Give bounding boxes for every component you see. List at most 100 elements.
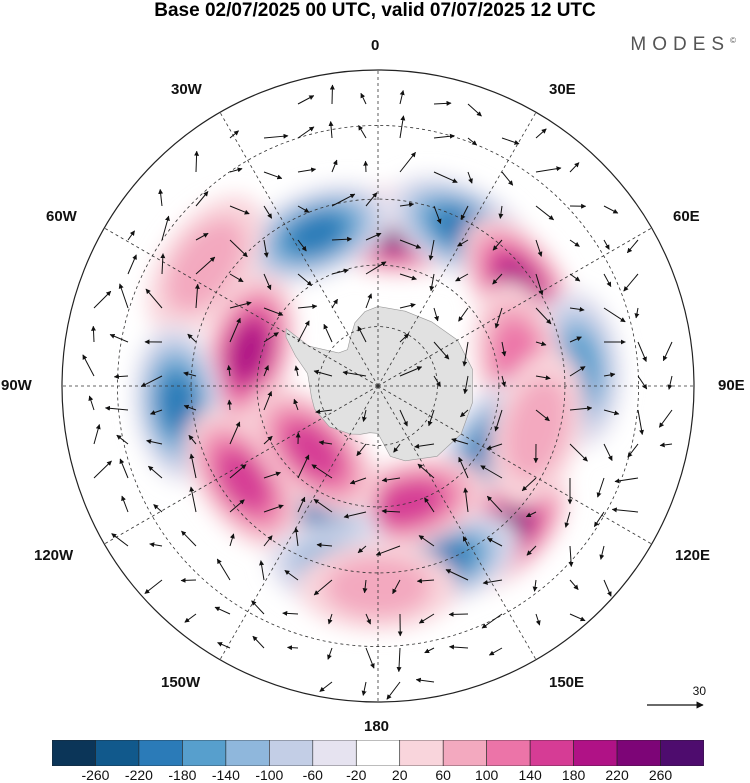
wind-vector-147: [146, 439, 163, 445]
wind-vector-35: [399, 202, 415, 208]
wind-vector-220: [445, 569, 469, 581]
wind-vector-218: [392, 579, 401, 595]
wind-vectors: [82, 84, 673, 700]
wind-vector-86: [494, 307, 503, 329]
wind-vector-207: [487, 537, 503, 547]
colorbar-segment-11: [529, 740, 574, 766]
wind-vector-49: [365, 232, 382, 241]
meridian-120: [377, 385, 652, 545]
wind-vector-161: [627, 443, 639, 458]
wind-vector-241: [365, 647, 375, 669]
label-lon-150w: 150W: [161, 674, 201, 691]
reference-vector-label: 30: [692, 684, 706, 698]
wind-vector-81: [331, 298, 338, 309]
wind-vector-16: [194, 150, 200, 173]
wind-vector-176: [521, 477, 537, 492]
wind-vector-232: [418, 613, 435, 624]
wind-vector-144: [658, 409, 673, 428]
label-lon-30w: 30W: [171, 81, 202, 98]
wind-vector-184: [263, 504, 284, 513]
colorbar-tick-5: -60: [302, 767, 323, 783]
wind-vector-206: [462, 536, 469, 547]
wind-vector-155: [414, 443, 435, 449]
wind-vector-121: [501, 375, 507, 387]
wind-vector-74: [93, 290, 112, 309]
wind-vector-30: [229, 205, 250, 215]
wind-vector-117: [342, 370, 367, 377]
wind-vector-31: [263, 205, 273, 219]
wind-vector-185: [297, 496, 306, 513]
colorbar-segment-1: [95, 740, 140, 766]
wind-vector-89: [603, 307, 626, 323]
wind-vector-156: [451, 438, 469, 445]
wind-vector-195: [611, 507, 639, 513]
wind-vector-248: [386, 681, 401, 700]
wind-vector-190: [463, 487, 469, 513]
wind-vector-126: [667, 375, 673, 390]
wind-vector-73: [623, 273, 639, 292]
wind-vector-44: [195, 232, 209, 241]
wind-vector-72: [603, 273, 612, 288]
label-lon-0: 0: [371, 37, 380, 54]
wind-vector-181: [153, 504, 163, 513]
wind-vector-122: [535, 375, 551, 381]
wind-vector-48: [331, 236, 353, 242]
wind-vector-69: [492, 273, 503, 285]
meridian-60: [377, 227, 652, 387]
wind-vector-242: [396, 647, 402, 673]
wind-vector-127: [88, 395, 95, 411]
wind-vector-129: [150, 409, 163, 415]
wind-vector-180: [121, 495, 129, 513]
wind-vector-131: [227, 399, 233, 411]
colorbar-segment-12: [573, 740, 618, 766]
wind-vector-82: [365, 293, 373, 309]
wind-vector-204: [375, 545, 401, 556]
colorbar-segment-4: [225, 740, 270, 766]
wind-vector-215: [284, 569, 299, 581]
wind-vector-159: [569, 443, 588, 462]
wind-vector-216: [313, 579, 333, 596]
wind-vector-170: [311, 464, 333, 479]
wind-vector-133: [293, 398, 299, 411]
wind-vector-150: [263, 435, 273, 445]
wind-vector-175: [480, 465, 503, 479]
wind-vector-60: [195, 256, 216, 275]
colorbar-tick-9: 100: [474, 767, 499, 783]
wind-vector-229: [327, 613, 333, 625]
wind-vector-137: [427, 409, 435, 427]
wind-vector-138: [460, 409, 469, 418]
colorbar-tick-2: -180: [168, 767, 197, 783]
wind-vector-64: [331, 268, 350, 275]
wind-vector-142: [603, 409, 620, 416]
wind-vector-120: [463, 375, 469, 395]
wind-vector-130: [183, 404, 197, 411]
colorbar-segment-6: [312, 740, 357, 766]
wind-vector-109: [82, 354, 95, 377]
wind-vector-88: [569, 306, 585, 312]
meridian-30: [377, 112, 537, 387]
wind-vector-135: [361, 409, 367, 422]
colorbar-tick-6: -20: [346, 767, 367, 783]
wind-vector-114: [263, 365, 269, 377]
wind-vector-33: [331, 193, 356, 207]
wind-vector-145: [93, 424, 101, 445]
wind-vector-36: [433, 205, 442, 225]
wind-vector-217: [362, 579, 368, 594]
wind-vector-47: [297, 239, 307, 252]
colorbar-segment-8: [399, 740, 444, 766]
wind-vector-77: [194, 283, 200, 309]
wind-vector-102: [462, 341, 469, 367]
wind-vector-202: [316, 542, 333, 548]
wind-vector-4: [433, 100, 452, 106]
wind-vector-57: [626, 239, 639, 254]
label-lon-60e: 60E: [673, 208, 700, 225]
colorbar-segment-2: [138, 740, 183, 766]
map-title: Base 02/07/2025 00 UTC, valid 07/07/2025…: [154, 0, 596, 21]
wind-vector-22: [399, 151, 416, 173]
colorbar-tick-13: 260: [648, 767, 673, 783]
wind-vector-148: [188, 434, 197, 445]
label-lon-150e: 150E: [549, 674, 585, 691]
wind-vector-37: [460, 205, 469, 221]
wind-vector-25: [501, 171, 514, 186]
wind-vector-43: [161, 215, 170, 241]
